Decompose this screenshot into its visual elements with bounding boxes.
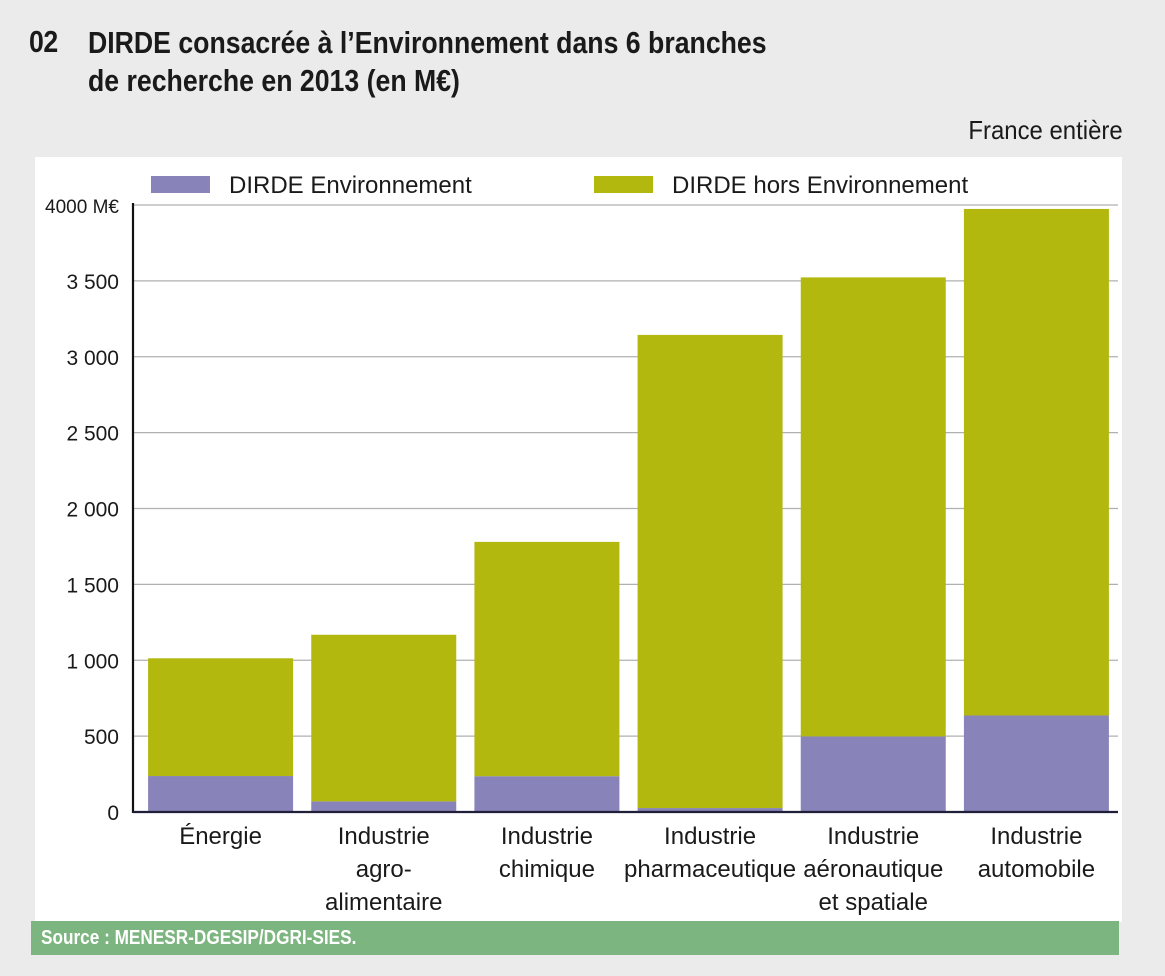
y-tick-label: 4000 M€: [45, 197, 119, 218]
x-tick-label: Énergie: [179, 823, 262, 850]
x-tick-label: alimentaire: [325, 889, 442, 916]
source-bar: Source : MENESR-DGESIP/DGRI-SIES.: [31, 921, 1119, 955]
legend-label-0: DIRDE Environnement: [229, 172, 472, 199]
legend-swatch-0: [151, 176, 210, 193]
legend-label-1: DIRDE hors Environnement: [672, 172, 968, 199]
x-tick-label: pharmaceutique: [624, 856, 796, 883]
x-tick-label: Industrie: [501, 823, 593, 850]
chart-title-line-1: DIRDE consacrée à l’Environnement dans 6…: [88, 25, 767, 60]
bar-hors-env-4: [800, 277, 946, 737]
bar-env-2: [474, 776, 620, 812]
y-tick-label: 2 500: [66, 423, 119, 446]
y-tick-label: 3 500: [66, 271, 119, 294]
chart-title-line-2: de recherche en 2013 (en M€): [88, 63, 460, 98]
y-tick-label: 0: [107, 802, 119, 825]
geographic-scope: France entière: [968, 115, 1123, 145]
bar-env-1: [311, 801, 457, 812]
bar-hors-env-0: [148, 658, 294, 777]
chart-title: DIRDE consacrée à l’Environnement dans 6…: [88, 24, 879, 100]
bar-env-5: [963, 715, 1109, 812]
x-tick-label: Industrie: [990, 823, 1082, 850]
bar-env-3: [637, 808, 783, 812]
figure-number: 02: [29, 24, 58, 59]
bar-hors-env-2: [474, 541, 620, 777]
chart-panel: 0 500 1 000 1 500 2 000 2 500 3 000 3 500 4000 M…: [35, 157, 1122, 922]
y-tick-label: 2 000: [66, 499, 119, 522]
y-tick-label: 500: [84, 726, 119, 749]
bar-hors-env-5: [963, 208, 1109, 716]
bar-hors-env-3: [637, 334, 783, 809]
source-text: Source : MENESR-DGESIP/DGRI-SIES.: [41, 927, 357, 949]
bar-hors-env-1: [311, 634, 457, 802]
x-tick-label: Industrie: [338, 823, 430, 850]
x-tick-label: aéronautique: [803, 856, 943, 883]
legend-swatch-1: [594, 176, 653, 193]
x-tick-label: automobile: [978, 856, 1095, 883]
y-tick-label: 1 500: [66, 574, 119, 597]
x-tick-label: chimique: [499, 856, 595, 883]
stacked-bar-chart: 0 500 1 000 1 500 2 000 2 500 3 000 3 500 4000 M…: [45, 172, 1118, 916]
x-tick-label: et spatiale: [819, 889, 928, 916]
x-tick-label: Industrie: [664, 823, 756, 850]
bar-env-0: [148, 776, 294, 812]
y-tick-label: 1 000: [66, 650, 119, 673]
x-tick-label: agro-: [356, 856, 412, 883]
y-tick-label: 3 000: [66, 347, 119, 370]
x-tick-label: Industrie: [827, 823, 919, 850]
bar-env-4: [800, 736, 946, 812]
